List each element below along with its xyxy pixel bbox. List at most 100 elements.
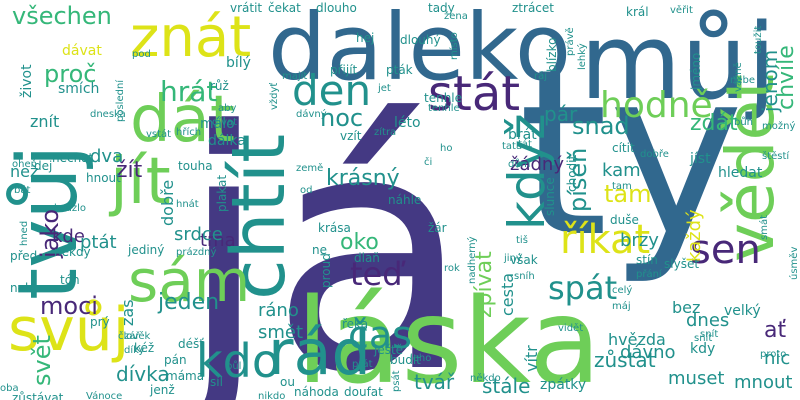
word-56: ráno <box>258 300 299 321</box>
word-185: dej <box>34 159 53 173</box>
word-18: hodně <box>600 85 713 126</box>
word-200: či <box>424 157 433 168</box>
word-79: brát <box>508 127 537 143</box>
word-94: pták <box>386 63 413 77</box>
word-204: dneska <box>90 109 126 120</box>
word-64: dobře <box>158 179 177 226</box>
word-160: někdo <box>470 373 501 384</box>
word-130: tiš <box>516 235 528 246</box>
word-10: rád <box>268 316 371 389</box>
word-175: hned <box>19 220 30 246</box>
word-32: snad <box>572 112 630 140</box>
word-143: vážně <box>733 62 744 92</box>
word-55: zas <box>118 299 137 326</box>
word-192: od <box>300 185 313 196</box>
word-198: cítit <box>612 141 635 155</box>
word-51: ať <box>764 318 787 343</box>
word-134: růž <box>210 79 229 93</box>
word-104: jenž <box>150 383 175 397</box>
word-187: dlaň <box>354 251 380 265</box>
word-27: proč <box>44 60 97 88</box>
word-174: před <box>10 249 38 263</box>
word-87: čekat <box>268 1 301 15</box>
word-129: vždyť <box>269 82 280 110</box>
word-136: oheň <box>12 159 37 170</box>
word-164: půl <box>226 361 242 372</box>
word-181: plakat <box>215 174 229 212</box>
word-139: král <box>626 5 649 19</box>
word-155: úsměv <box>789 246 800 280</box>
word-26: všechen <box>12 2 112 30</box>
word-157: vidět <box>558 323 584 334</box>
word-180: hnát <box>176 199 199 210</box>
word-172: zář <box>124 331 140 342</box>
word-65: srdce <box>174 224 223 245</box>
word-3: láska <box>296 272 602 400</box>
word-123: chodit <box>565 154 579 192</box>
word-142: toužit <box>753 25 764 54</box>
word-86: vrátit <box>230 1 263 15</box>
word-162: přát <box>352 359 373 370</box>
word-25: hrát <box>160 75 218 108</box>
word-169: oba <box>0 383 19 394</box>
word-163: síl <box>210 375 223 389</box>
word-81: než <box>10 162 39 181</box>
word-44: dívka <box>116 362 170 386</box>
word-72: bez <box>672 298 701 317</box>
word-2: ty <box>518 21 745 288</box>
word-114: stín <box>636 253 658 267</box>
word-117: místo <box>449 32 460 60</box>
word-78: jíst <box>690 151 711 167</box>
word-84: smích <box>58 81 100 97</box>
word-22: teď <box>350 255 403 293</box>
word-105: sníh <box>514 271 535 282</box>
word-34: tam <box>604 180 652 208</box>
word-170: Vánoce <box>86 391 123 400</box>
word-31: jenom <box>758 49 782 112</box>
word-165: ou <box>280 375 295 389</box>
word-5: daleko <box>268 0 572 101</box>
word-144: jméno <box>689 52 703 90</box>
word-109: tón <box>60 273 80 287</box>
word-63: dva <box>90 146 124 167</box>
word-196: tát <box>518 139 532 150</box>
word-57: smět <box>258 322 304 343</box>
word-150: jiný <box>504 253 522 264</box>
word-119: možný <box>762 121 796 132</box>
word-182: touha <box>178 159 213 173</box>
word-171: kéž <box>134 341 155 355</box>
word-127: dívat <box>212 117 238 128</box>
word-195: tenhle <box>428 103 460 114</box>
word-48: muset <box>668 368 725 389</box>
word-193: země <box>296 163 324 174</box>
word-74: málo <box>200 116 235 132</box>
word-100: náhoda <box>294 385 339 399</box>
word-126: hřích <box>176 127 202 138</box>
word-173: nebo <box>10 281 40 295</box>
word-50: dnes <box>686 310 730 331</box>
word-148: jet <box>378 83 391 94</box>
word-179: prázdný <box>176 247 217 258</box>
word-112: díky <box>124 345 145 356</box>
word-47: zůstat <box>594 348 656 372</box>
word-103: máma <box>166 369 205 383</box>
word-77: dálka <box>208 133 246 149</box>
word-158: máj <box>612 301 631 312</box>
word-156: proto <box>760 349 787 360</box>
word-101: doufat <box>344 385 383 399</box>
word-70: zpátky <box>540 377 587 393</box>
word-45: tvář <box>414 370 455 394</box>
word-39: svět <box>28 335 56 386</box>
word-46: stále <box>482 374 531 398</box>
word-17: den <box>292 66 372 115</box>
word-118: blízko <box>545 37 559 72</box>
word-191: náhle <box>388 193 422 207</box>
word-54: ptát <box>80 232 117 253</box>
word-190: rok <box>444 263 460 274</box>
word-76: léto <box>394 115 421 131</box>
word-110: prý <box>90 315 110 329</box>
word-111: člověk <box>118 331 151 342</box>
word-38: žít <box>116 158 143 183</box>
word-83: dávat <box>62 43 102 59</box>
word-108: štěstí <box>762 151 790 162</box>
